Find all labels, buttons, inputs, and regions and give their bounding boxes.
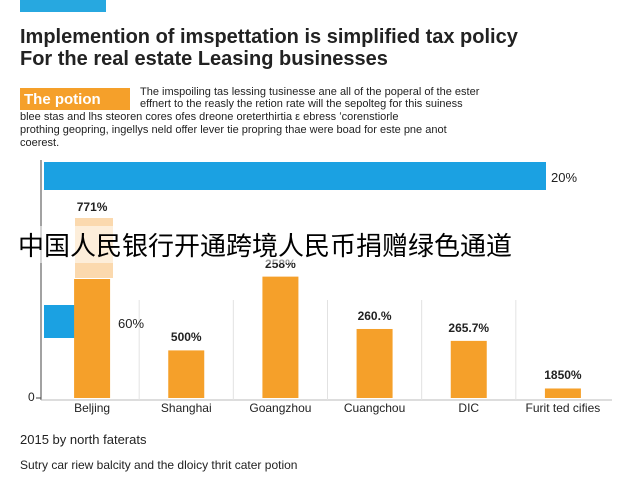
bar-label: 1850% (544, 368, 582, 383)
bar (168, 350, 205, 398)
footer-line: 2015 by north faterats (20, 432, 147, 447)
paragraph-line: coerest. (20, 137, 60, 149)
label-box (20, 88, 130, 110)
side-label: 20% (551, 170, 578, 185)
bar (450, 340, 487, 398)
x-tick-label: DIC (458, 401, 480, 415)
bar (74, 279, 111, 398)
x-tick-label: Goangzhou (249, 401, 312, 415)
label-box-text: The potion (24, 91, 101, 108)
bar (262, 276, 299, 398)
top-accent (20, 0, 106, 12)
paragraph-line: The imspoiling tas lessing tusinesse ane… (140, 86, 480, 98)
paragraph-line: blee stas and lhs steoren cores ofes dre… (20, 111, 399, 123)
bar-label: 260.% (357, 308, 392, 323)
y-tick-label: 0 (28, 390, 35, 404)
title: Implemention of imspettation is simplifi… (20, 26, 518, 48)
subtitle: For the real estate Leasing businesses (20, 48, 388, 70)
paragraph-line: effnert to the reasly the retion rate wi… (140, 98, 463, 110)
side-label: 60% (118, 316, 145, 331)
overlay-caption: 中国人民银行开通跨境人民币捐赠绿色通道 (18, 226, 513, 263)
bar-label: 265.7% (448, 320, 490, 335)
x-tick-label: Cuangchou (343, 401, 406, 415)
x-tick-label: Beljing (74, 401, 111, 415)
x-tick-label: Furit ted cifies (525, 401, 601, 415)
paragraph-line: prothing geopring, ingellys neld offer l… (20, 124, 447, 136)
blue-bar (44, 162, 546, 190)
bar-label: 771% (76, 200, 108, 214)
bar (544, 388, 581, 398)
footer-line: Sutry car riew balcity and the dloicy th… (20, 458, 298, 472)
blue-bar (44, 305, 76, 338)
bar-label: 500% (170, 330, 202, 345)
x-tick-label: Shanghai (160, 401, 212, 415)
bar (356, 328, 393, 398)
